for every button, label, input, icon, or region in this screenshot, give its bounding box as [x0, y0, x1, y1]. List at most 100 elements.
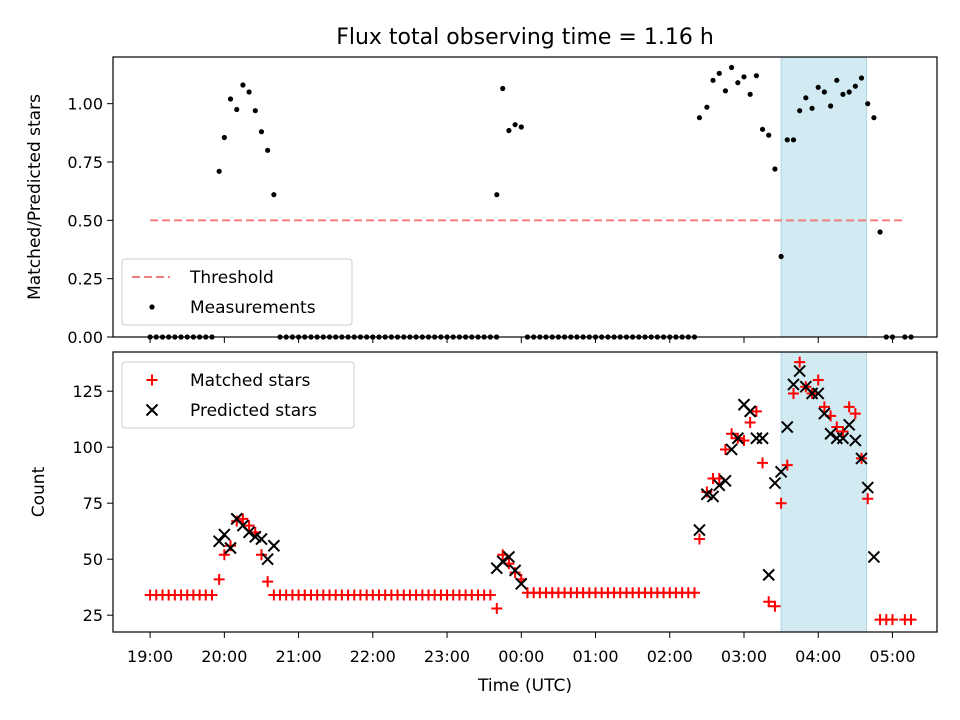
top-axes-frame [112, 56, 938, 338]
x-tick-label: 20:00 [201, 647, 247, 666]
matched-star-point [719, 443, 731, 455]
matched-star-point [255, 549, 267, 561]
predicted-star-point [508, 564, 522, 577]
y-tick-label: 0.25 [67, 270, 103, 289]
matched-star-point [231, 515, 243, 527]
highlight-span [780, 57, 867, 337]
measurement-point [797, 108, 803, 114]
predicted-star-point [212, 535, 226, 548]
measurement-point [735, 80, 741, 86]
x-tick-label: 23:00 [424, 647, 470, 666]
measurement-point [858, 75, 865, 81]
predicted-star-point [255, 532, 268, 546]
measurement-point [234, 106, 240, 113]
matched-star-point [862, 493, 874, 505]
measurement-point [518, 124, 524, 130]
predicted-star-point [842, 418, 856, 432]
measurement-point [821, 89, 827, 95]
measurement-point [815, 84, 821, 90]
predicted-star-point [743, 405, 757, 418]
x-tick-label: 01:00 [572, 647, 618, 666]
measurement-point [852, 83, 858, 89]
predicted-star-point [502, 550, 516, 564]
y-tick-label: 0.50 [67, 211, 103, 230]
predicted-star-point [781, 420, 794, 434]
predicted-star-point [224, 541, 237, 555]
measurement-point [871, 115, 877, 121]
predicted-star-point [861, 481, 874, 494]
bottom-x-axis-label: Time (UTC) [477, 676, 572, 696]
measurement-point [696, 115, 703, 121]
predicted-star-point [719, 474, 732, 488]
predicted-star-point [812, 387, 825, 400]
predicted-star-point [867, 550, 881, 564]
measurement-point [834, 77, 840, 83]
legend-box [121, 361, 355, 429]
y-tick-label: 50 [83, 550, 103, 569]
matched-star-point [484, 589, 496, 601]
measurement-point [704, 104, 710, 110]
measurement-point [258, 129, 265, 135]
x-tick-label: 00:00 [498, 647, 544, 666]
predicted-star-point [762, 568, 775, 582]
legend-label-matched: Matched stars [190, 371, 310, 391]
y-tick-label: 1.00 [67, 95, 103, 114]
y-tick-label: 25 [83, 606, 103, 625]
x-tick-label: 04:00 [795, 647, 841, 666]
legend-measurement-swatch [149, 304, 155, 310]
bottom-axes-frame [112, 351, 938, 633]
predicted-star-point [706, 490, 720, 503]
top-axis-ticks: 0.00 0.25 0.50 0.75 1.00 [67, 95, 893, 347]
matched-star-point [213, 573, 225, 585]
predicted-star-point [855, 452, 868, 465]
figure-title: Flux total observing time = 1.16 h [336, 25, 714, 50]
x-tick-label: 03:00 [721, 647, 767, 666]
bottom-y-axis-label: Count [29, 466, 49, 517]
legend-label-predicted: Predicted stars [190, 401, 317, 421]
legend-label-threshold: Threshold [189, 268, 274, 288]
measurement-point [716, 70, 722, 76]
predicted-star-point [793, 364, 806, 378]
y-tick-label: 0.75 [67, 153, 103, 172]
x-tick-label: 19:00 [127, 647, 173, 666]
measurement-point [828, 103, 834, 109]
measurement-point [747, 91, 753, 97]
matched-star-point [688, 587, 700, 599]
matched-star-point [262, 576, 274, 588]
matched-star-point [886, 614, 898, 626]
measurement-point [265, 147, 271, 153]
y-tick-label: 0.00 [67, 328, 103, 347]
matched-star-point [905, 614, 917, 626]
measurement-point [506, 127, 512, 134]
x-tick-label: 22:00 [350, 647, 396, 666]
y-tick-label: 75 [83, 494, 103, 513]
measurement-point [766, 132, 772, 138]
ratio-panel: 0.00 0.25 0.50 0.75 1.00 Matched/Predicted s… [25, 56, 938, 347]
matched-star-point [849, 408, 861, 420]
measurement-point [809, 105, 815, 111]
bottom-legend: Matched stars Predicted stars [121, 361, 355, 429]
predicted-star-point [725, 443, 738, 456]
matched-star-point [757, 457, 769, 469]
matched-star-point [781, 459, 793, 471]
measurement-point [728, 64, 735, 71]
measurement-point [790, 137, 797, 143]
measurement-point [846, 89, 852, 95]
predicted-star-point [496, 555, 509, 568]
measurement-point [840, 91, 846, 97]
predicted-star-point [693, 523, 706, 537]
measurement-point [494, 192, 500, 198]
legend-matched-swatch [146, 374, 158, 386]
predicted-star-point [768, 476, 782, 490]
matched-star-point [750, 405, 762, 417]
measurement-point [216, 168, 222, 174]
measurement-point [240, 82, 246, 88]
x-tick-label: 02:00 [647, 647, 693, 666]
measurement-point [710, 77, 716, 83]
predicted-star-point [836, 432, 850, 445]
predicted-star-point [515, 577, 528, 591]
measurement-point [252, 108, 258, 114]
matched-star-point [831, 421, 843, 433]
matched-star-point [837, 426, 849, 438]
